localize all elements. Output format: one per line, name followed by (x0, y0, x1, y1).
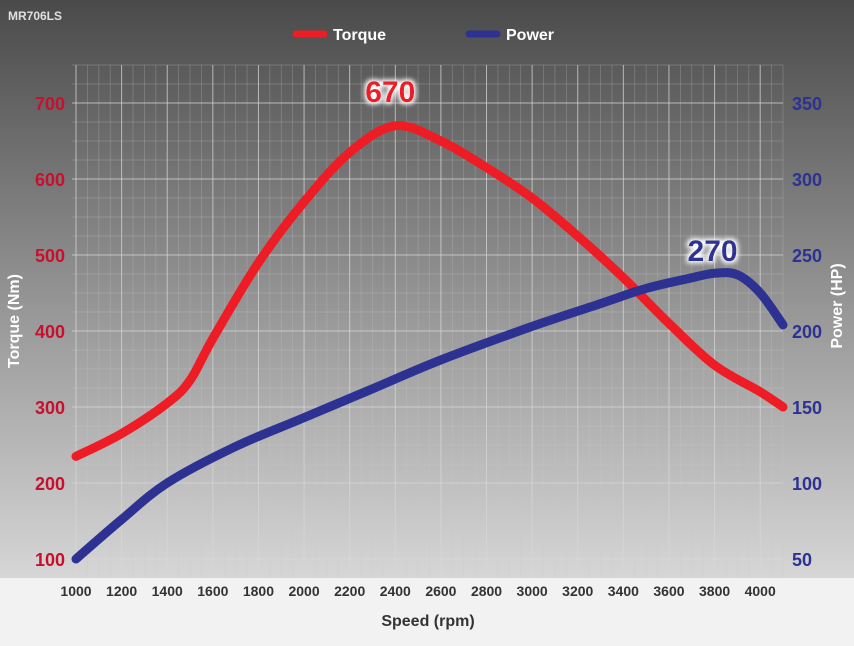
x-tick-label: 2000 (288, 583, 319, 599)
y-left-tick-label: 600 (35, 170, 65, 190)
x-tick-label: 3600 (653, 583, 684, 599)
grid-lines (72, 64, 784, 578)
x-tick-label: 2200 (334, 583, 365, 599)
x-tick-label: 3200 (562, 583, 593, 599)
y-left-tick-label: 300 (35, 398, 65, 418)
y-right-tick-label: 250 (792, 246, 822, 266)
y-right-tick-label: 50 (792, 550, 812, 570)
x-tick-label: 2600 (425, 583, 456, 599)
y-right-tick-label: 300 (792, 170, 822, 190)
torque-peak-label: 670 (365, 76, 415, 109)
y-left-tick-label: 700 (35, 94, 65, 114)
x-tick-label: 1000 (60, 583, 91, 599)
legend-label-power: Power (506, 27, 554, 44)
y-left-tick-label: 400 (35, 322, 65, 342)
power-peak-label: 270 (688, 235, 738, 268)
x-tick-label: 1600 (197, 583, 228, 599)
y-right-tick-label: 150 (792, 398, 822, 418)
y-right-tick-label: 200 (792, 322, 822, 342)
x-tick-label: 3400 (608, 583, 639, 599)
x-tick-label: 1200 (106, 583, 137, 599)
x-tick-label: 4000 (745, 583, 776, 599)
y-left-tick-label: 200 (35, 474, 65, 494)
x-tick-label: 3800 (699, 583, 730, 599)
x-tick-label: 1400 (152, 583, 183, 599)
power-series-line (71, 268, 788, 564)
y-left-axis-title: Torque (Nm) (6, 274, 23, 368)
x-tick-label: 2400 (380, 583, 411, 599)
y-left-tick-label: 100 (35, 550, 65, 570)
y-right-tick-label: 350 (792, 94, 822, 114)
x-tick-label: 3000 (517, 583, 548, 599)
x-axis-title: Speed (rpm) (381, 613, 474, 630)
model-label: MR706LS (8, 9, 62, 23)
legend: Torque Power (292, 27, 554, 44)
y-right-axis-title: Power (HP) (829, 263, 846, 348)
y-right-tick-label: 100 (792, 474, 822, 494)
y-left-tick-label: 500 (35, 246, 65, 266)
x-tick-label: 2800 (471, 583, 502, 599)
x-tick-label: 1800 (243, 583, 274, 599)
torque-series-line (71, 121, 788, 461)
legend-label-torque: Torque (333, 27, 386, 44)
x-axis-band (0, 578, 854, 646)
